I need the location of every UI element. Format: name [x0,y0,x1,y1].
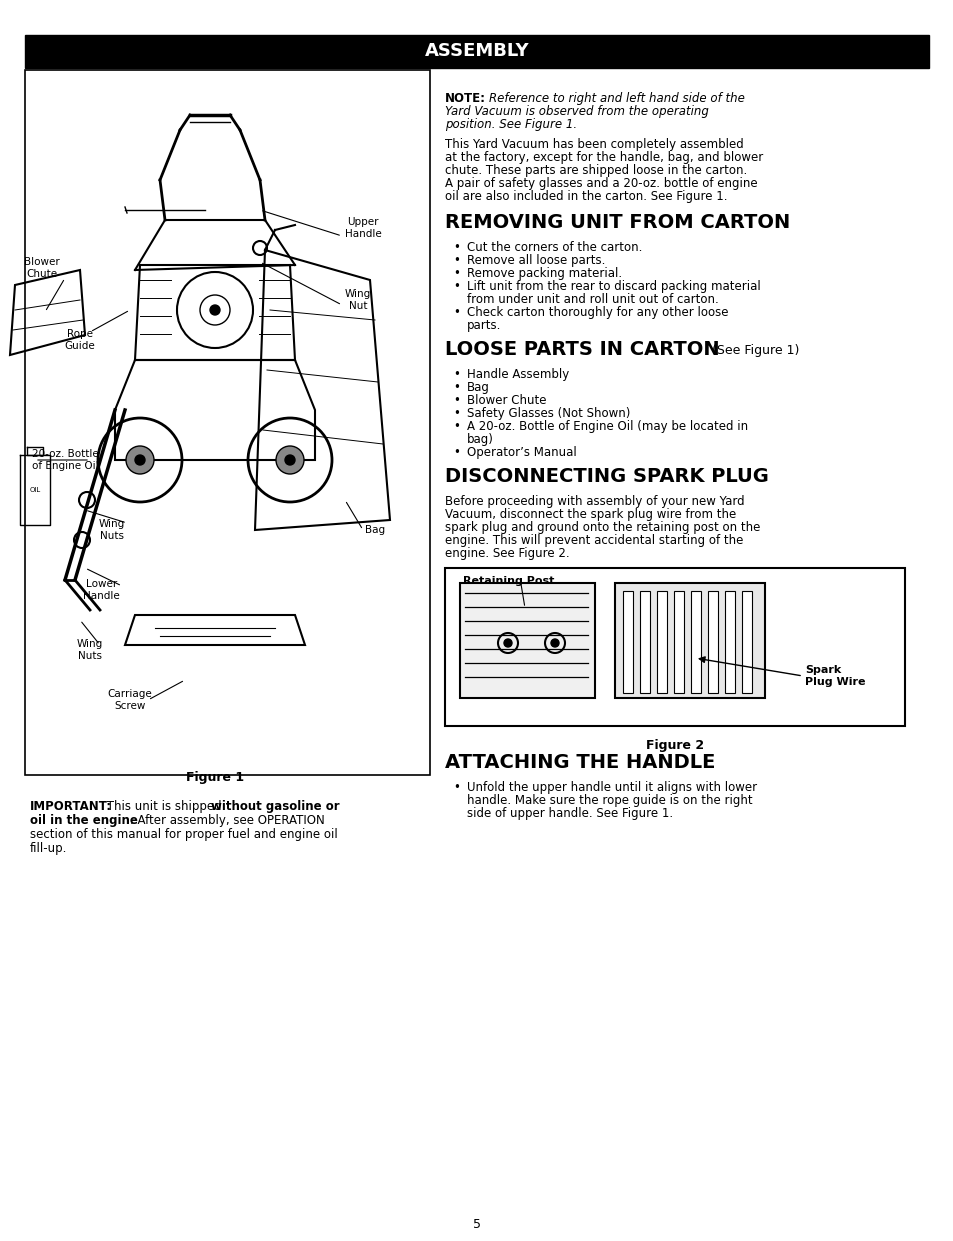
Text: Figure 1: Figure 1 [186,772,244,784]
Circle shape [551,639,558,647]
Circle shape [285,455,294,465]
Text: Vacuum, disconnect the spark plug wire from the: Vacuum, disconnect the spark plug wire f… [444,508,736,521]
Text: Bag: Bag [467,381,489,393]
Bar [690,591,700,692]
Text: A pair of safety glasses and a 20-oz. bottle of engine: A pair of safety glasses and a 20-oz. bo… [444,177,757,190]
Circle shape [503,639,512,647]
Text: Safety Glasses (Not Shown): Safety Glasses (Not Shown) [467,407,630,419]
Text: Upper
Handle: Upper Handle [345,217,381,238]
Text: 5: 5 [473,1219,480,1231]
Text: Carriage
Screw: Carriage Screw [108,689,152,711]
Text: •: • [453,267,459,280]
Text: •: • [453,407,459,419]
Text: handle. Make sure the rope guide is on the right: handle. Make sure the rope guide is on t… [467,794,752,807]
Text: Retaining Post: Retaining Post [462,576,554,586]
Text: NOTE:: NOTE: [444,92,485,105]
Bar [444,568,904,726]
Bar [724,591,734,692]
Text: LOOSE PARTS IN CARTON: LOOSE PARTS IN CARTON [444,340,719,359]
Text: engine. See Figure 2.: engine. See Figure 2. [444,547,569,560]
Text: Blower Chute: Blower Chute [467,393,546,407]
Text: This Yard Vacuum has been completely assembled: This Yard Vacuum has been completely ass… [444,138,743,151]
Text: ASSEMBLY: ASSEMBLY [424,42,529,60]
Text: •: • [453,393,459,407]
Text: . After assembly, see OPERATION: . After assembly, see OPERATION [130,814,324,827]
Bar [459,583,595,697]
Text: chute. These parts are shipped loose in the carton.: chute. These parts are shipped loose in … [444,164,746,177]
Text: •: • [453,381,459,393]
Text: •: • [453,419,459,433]
Bar [25,35,928,68]
Bar [639,591,649,692]
Text: at the factory, except for the handle, bag, and blower: at the factory, except for the handle, b… [444,151,762,164]
Text: without gasoline or: without gasoline or [211,800,339,813]
Text: Yard Vacuum is observed from the operating: Yard Vacuum is observed from the operati… [444,105,708,118]
Text: Wing
Nuts: Wing Nuts [99,519,125,541]
Text: from under unit and roll unit out of carton.: from under unit and roll unit out of car… [467,293,718,307]
Text: Reference to right and left hand side of the: Reference to right and left hand side of… [489,92,744,105]
Text: Cut the corners of the carton.: Cut the corners of the carton. [467,241,641,254]
Text: Unfold the upper handle until it aligns with lower: Unfold the upper handle until it aligns … [467,781,757,794]
Text: DISCONNECTING SPARK PLUG: DISCONNECTING SPARK PLUG [444,467,768,486]
Text: section of this manual for proper fuel and engine oil: section of this manual for proper fuel a… [30,828,337,841]
Text: REMOVING UNIT FROM CARTON: REMOVING UNIT FROM CARTON [444,213,789,232]
Text: Handle Assembly: Handle Assembly [467,369,569,381]
Bar [657,591,666,692]
Text: •: • [453,307,459,319]
Text: engine. This will prevent accidental starting of the: engine. This will prevent accidental sta… [444,534,742,547]
Text: (See Figure 1): (See Figure 1) [707,344,799,357]
Circle shape [275,446,304,474]
Text: fill-up.: fill-up. [30,841,68,855]
Circle shape [126,446,153,474]
Bar [707,591,718,692]
Text: Lower
Handle: Lower Handle [83,580,120,601]
Text: •: • [453,446,459,459]
Text: •: • [453,280,459,293]
Text: position. See Figure 1.: position. See Figure 1. [444,118,577,132]
Text: 20-oz. Bottle
of Engine Oil: 20-oz. Bottle of Engine Oil [31,449,98,470]
Text: Wing
Nuts: Wing Nuts [77,639,103,660]
Bar [25,69,430,774]
Circle shape [135,455,145,465]
Text: Check carton thoroughly for any other loose: Check carton thoroughly for any other lo… [467,307,728,319]
Text: •: • [453,254,459,267]
Text: This unit is shipped: This unit is shipped [103,800,225,813]
Text: side of upper handle. See Figure 1.: side of upper handle. See Figure 1. [467,807,673,820]
Text: A 20-oz. Bottle of Engine Oil (may be located in: A 20-oz. Bottle of Engine Oil (may be lo… [467,419,747,433]
Bar [622,591,633,692]
Text: bag): bag) [467,433,494,446]
Text: Rope
Guide: Rope Guide [65,329,95,351]
Text: ATTACHING THE HANDLE: ATTACHING THE HANDLE [444,753,715,772]
Bar [615,583,764,697]
Text: Blower
Chute: Blower Chute [24,257,60,279]
Text: Remove all loose parts.: Remove all loose parts. [467,254,605,267]
Bar [741,591,751,692]
Text: Lift unit from the rear to discard packing material: Lift unit from the rear to discard packi… [467,280,760,293]
Text: Spark
Plug Wire: Spark Plug Wire [804,665,864,686]
Text: oil are also included in the carton. See Figure 1.: oil are also included in the carton. See… [444,190,727,204]
Bar [673,591,683,692]
Text: spark plug and ground onto the retaining post on the: spark plug and ground onto the retaining… [444,521,760,534]
Text: Wing
Nut: Wing Nut [345,289,371,310]
Text: •: • [453,241,459,254]
Text: Figure 2: Figure 2 [645,738,703,752]
Text: Remove packing material.: Remove packing material. [467,267,621,280]
Text: Operator’s Manual: Operator’s Manual [467,446,577,459]
Text: Bag: Bag [365,525,385,535]
Text: IMPORTANT:: IMPORTANT: [30,800,112,813]
Circle shape [210,305,220,315]
Text: parts.: parts. [467,319,501,333]
Text: •: • [453,369,459,381]
Text: Before proceeding with assembly of your new Yard: Before proceeding with assembly of your … [444,495,744,508]
Text: •: • [453,781,459,794]
Text: oil in the engine: oil in the engine [30,814,138,827]
Text: OIL: OIL [30,486,41,493]
